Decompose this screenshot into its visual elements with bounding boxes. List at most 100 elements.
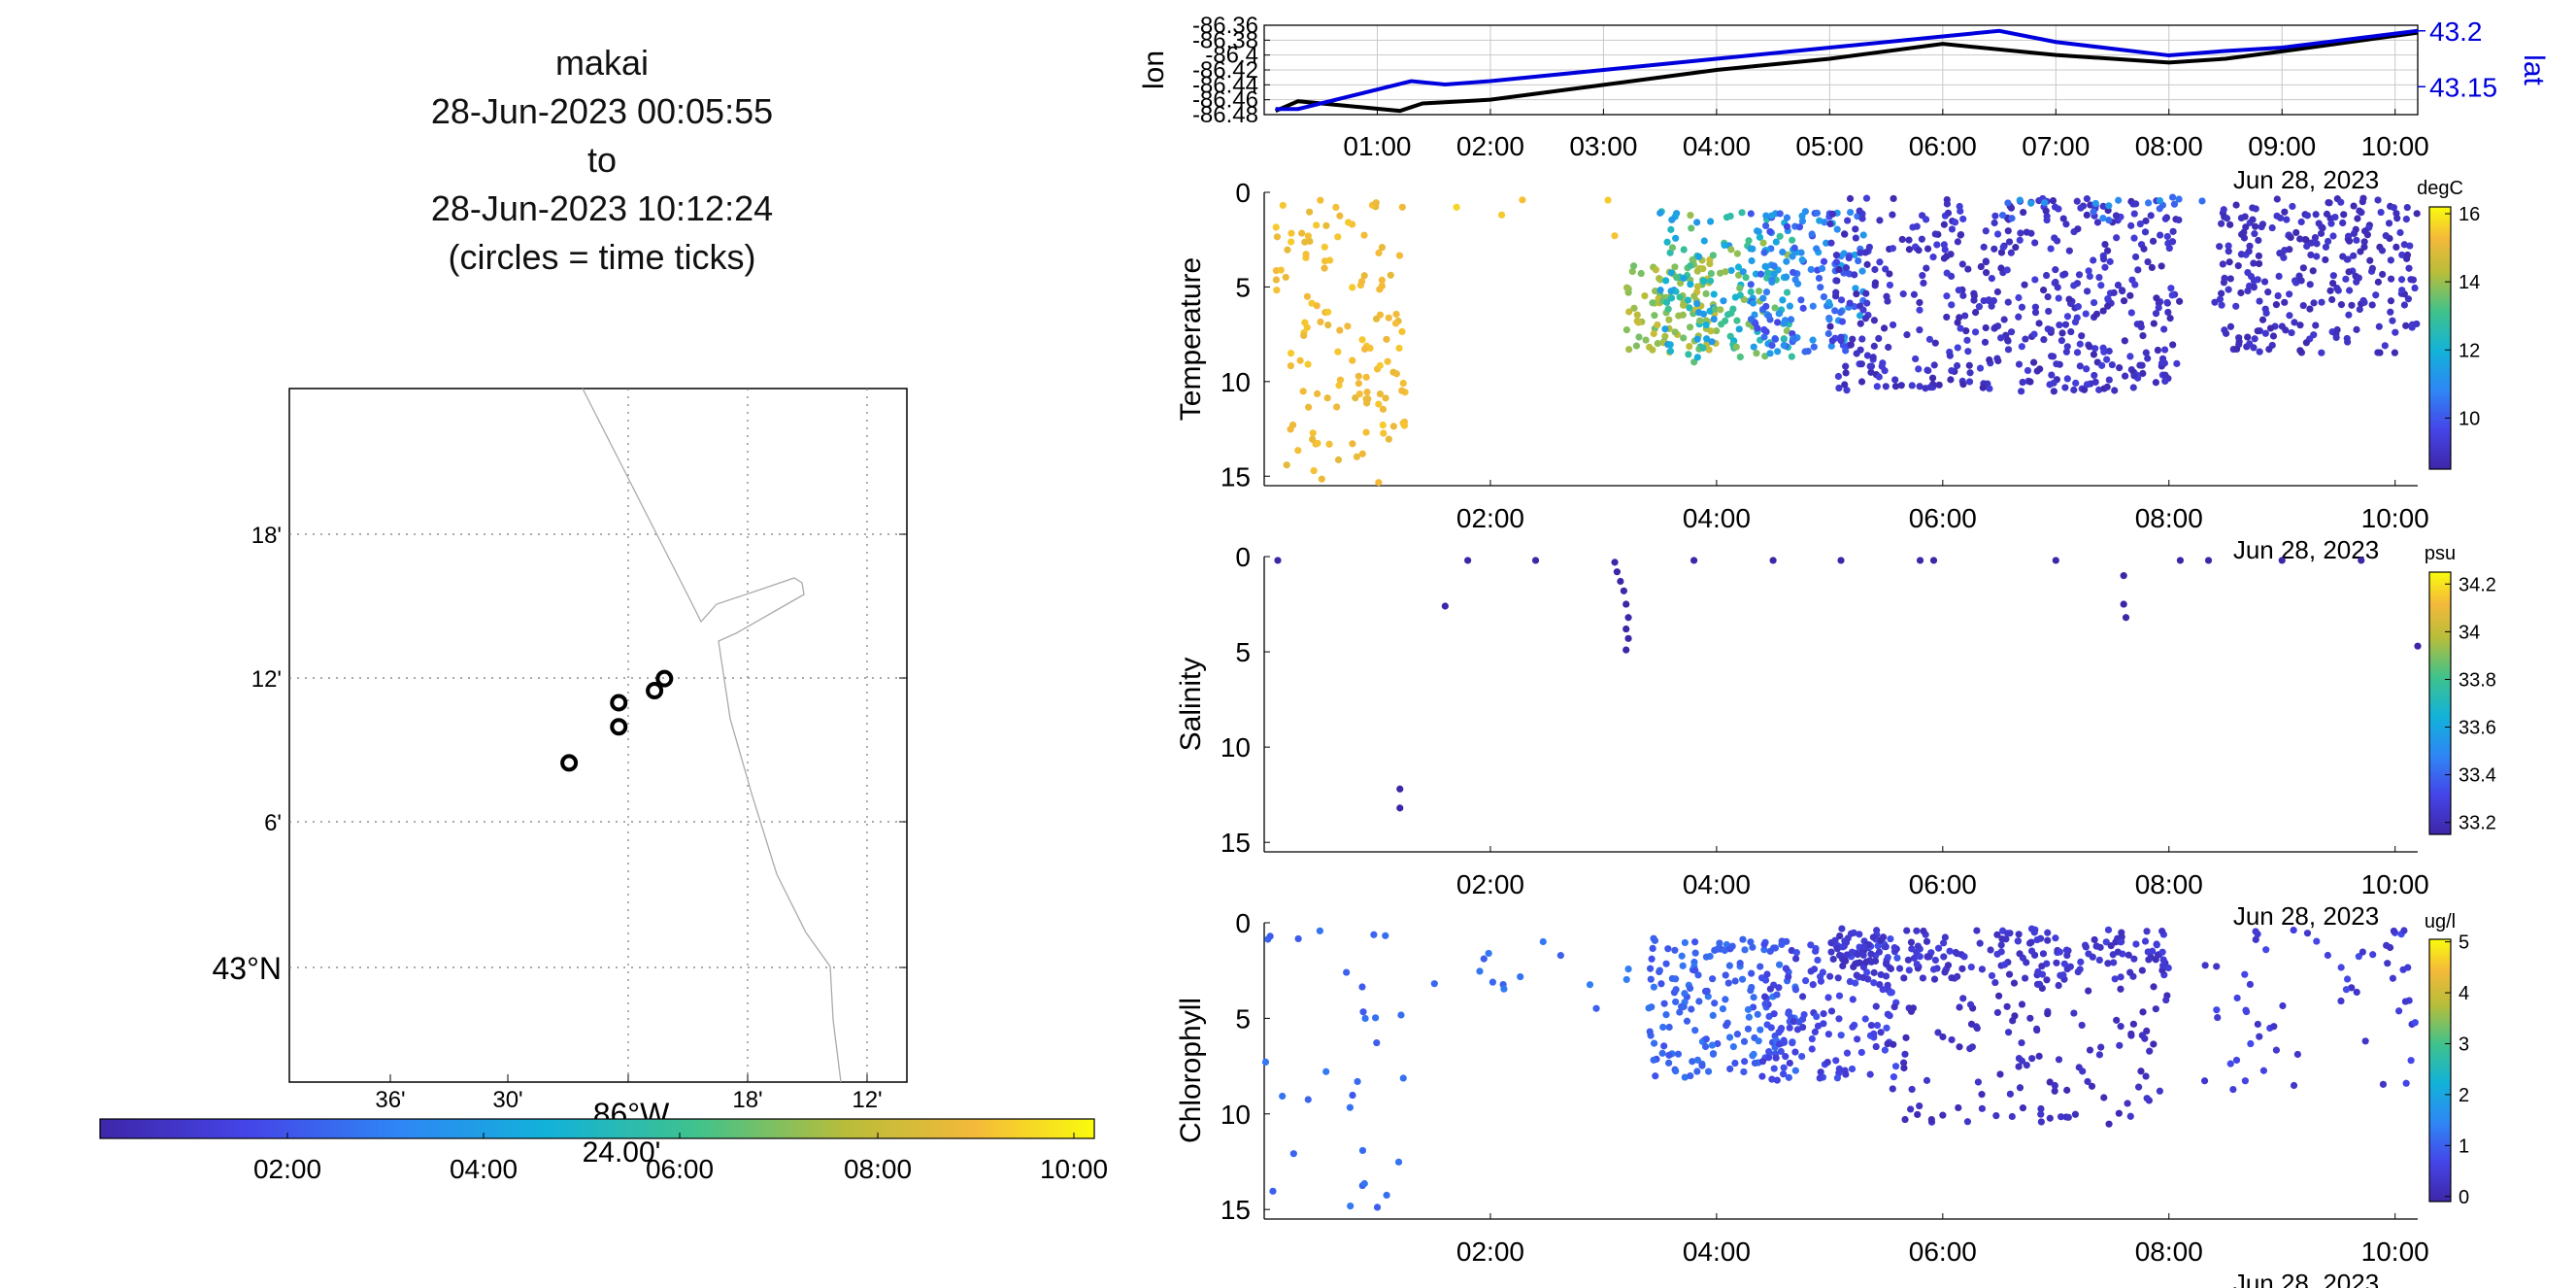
data-point xyxy=(1343,968,1351,976)
data-point xyxy=(1783,257,1790,265)
data-point xyxy=(1791,1067,1799,1074)
data-point xyxy=(2286,312,2293,320)
data-point xyxy=(1780,342,1788,350)
data-point xyxy=(2289,202,2296,211)
data-point xyxy=(2083,211,2091,220)
data-point xyxy=(2129,200,2137,208)
data-point xyxy=(2333,285,2341,292)
data-point xyxy=(1889,321,1897,329)
data-point xyxy=(2015,1063,2023,1070)
data-point xyxy=(1827,239,1835,247)
data-point xyxy=(1266,932,1274,940)
data-point xyxy=(2142,349,2150,356)
data-point xyxy=(2156,205,2163,213)
data-point xyxy=(1744,1005,1753,1013)
x-tick-label: 09:00 xyxy=(2248,131,2316,161)
data-point xyxy=(2097,282,2105,289)
x-tick-label: 07:00 xyxy=(2022,131,2090,161)
data-point xyxy=(1750,343,1757,351)
data-point xyxy=(2281,298,2289,306)
data-point xyxy=(1993,355,2001,362)
map-lat-tick-label: 18' xyxy=(251,523,282,549)
data-point xyxy=(2078,332,2086,340)
data-point xyxy=(1975,303,1984,311)
data-point xyxy=(2008,215,2016,222)
data-point xyxy=(1959,291,1967,299)
data-point xyxy=(2156,196,2164,205)
data-point xyxy=(1779,296,1787,304)
colorbar-tick-label: 33.4 xyxy=(2459,765,2496,787)
data-point xyxy=(1916,1102,1924,1110)
data-point xyxy=(1756,270,1765,278)
data-point xyxy=(2037,1110,2045,1118)
data-point xyxy=(2120,297,2128,305)
data-point xyxy=(2223,215,2231,222)
data-point xyxy=(1958,260,1966,268)
data-point xyxy=(1798,1052,1806,1061)
data-point xyxy=(2049,196,2057,205)
data-point xyxy=(2331,213,2339,221)
data-point xyxy=(2387,297,2395,305)
data-point xyxy=(1948,366,1956,375)
data-point xyxy=(2246,980,2255,989)
data-point xyxy=(2126,1112,2134,1120)
data-point xyxy=(1793,1026,1802,1034)
map-lat-label-43N: 43°N xyxy=(213,951,283,986)
data-point xyxy=(2110,959,2118,966)
data-point xyxy=(2322,255,2329,264)
data-point xyxy=(1890,194,1897,203)
data-point xyxy=(2015,1054,2024,1063)
data-point xyxy=(2140,245,2148,253)
data-point xyxy=(2234,262,2242,270)
data-point xyxy=(1675,312,1683,320)
data-point xyxy=(1867,950,1875,958)
data-point xyxy=(1767,1024,1775,1032)
data-point xyxy=(1849,1023,1857,1031)
data-point xyxy=(2286,246,2293,254)
data-point xyxy=(2379,1080,2388,1088)
data-point xyxy=(2220,206,2227,214)
data-point xyxy=(1973,1025,1981,1033)
data-point xyxy=(1789,236,1796,244)
data-point xyxy=(2126,291,2134,299)
data-point xyxy=(1333,403,1341,411)
data-point xyxy=(2340,211,2348,219)
data-point xyxy=(2398,287,2406,294)
data-point xyxy=(2170,200,2179,208)
data-point xyxy=(1791,986,1800,994)
data-point xyxy=(2091,378,2099,386)
data-point xyxy=(2326,287,2334,294)
data-point xyxy=(1828,337,1836,345)
data-point xyxy=(1761,976,1770,984)
data-point xyxy=(1335,382,1343,390)
data-point xyxy=(2327,220,2335,227)
data-point xyxy=(2037,1104,2045,1113)
data-point xyxy=(2130,372,2138,380)
data-point xyxy=(2061,270,2069,278)
data-point xyxy=(1661,325,1669,333)
data-point xyxy=(1852,979,1859,987)
data-point xyxy=(1272,223,1280,231)
data-point xyxy=(1441,602,1449,610)
data-point xyxy=(1711,946,1719,954)
colorbar-tick-label: 33.2 xyxy=(2459,813,2496,834)
data-point xyxy=(1979,384,1987,391)
data-point xyxy=(1652,287,1659,295)
data-point xyxy=(1934,944,1943,952)
data-point xyxy=(1877,1029,1885,1036)
data-point xyxy=(1324,308,1332,316)
data-point xyxy=(2164,964,2172,972)
data-point xyxy=(1317,318,1324,326)
data-point xyxy=(2047,245,2055,253)
data-point xyxy=(1323,394,1331,402)
data-point xyxy=(1353,453,1360,460)
data-point xyxy=(1870,317,1878,324)
data-point xyxy=(2099,307,2107,315)
data-point xyxy=(1709,1011,1717,1020)
data-point xyxy=(1991,212,1999,220)
data-point xyxy=(2168,291,2176,299)
data-point xyxy=(1318,475,1325,483)
data-point xyxy=(2049,353,2057,360)
data-point xyxy=(1998,211,2007,220)
